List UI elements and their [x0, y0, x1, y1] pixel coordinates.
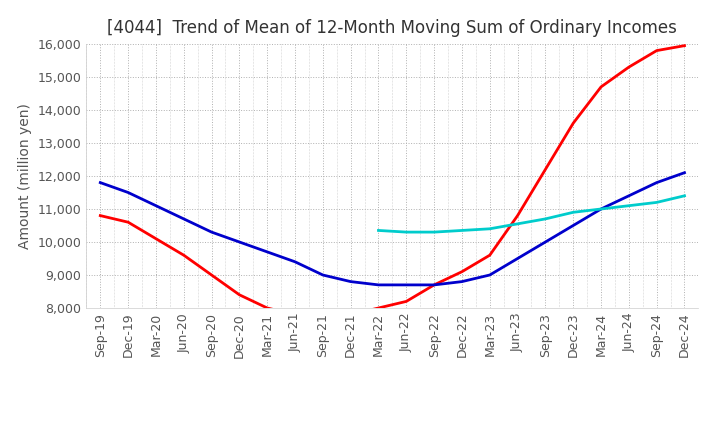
3 Years	[346, 312, 355, 317]
3 Years	[263, 305, 271, 311]
7 Years	[374, 228, 383, 233]
3 Years	[318, 315, 327, 320]
Line: 3 Years: 3 Years	[100, 46, 685, 318]
5 Years	[569, 223, 577, 228]
3 Years	[374, 305, 383, 311]
7 Years	[597, 206, 606, 212]
7 Years	[513, 221, 522, 227]
5 Years	[291, 259, 300, 264]
5 Years	[207, 230, 216, 235]
5 Years	[402, 282, 410, 288]
5 Years	[374, 282, 383, 288]
5 Years	[458, 279, 467, 284]
Line: 7 Years: 7 Years	[379, 196, 685, 232]
Y-axis label: Amount (million yen): Amount (million yen)	[18, 103, 32, 249]
3 Years	[458, 269, 467, 275]
7 Years	[624, 203, 633, 209]
3 Years	[652, 48, 661, 53]
5 Years	[624, 193, 633, 198]
5 Years	[485, 272, 494, 278]
3 Years	[96, 213, 104, 218]
3 Years	[291, 312, 300, 317]
5 Years	[513, 256, 522, 261]
5 Years	[152, 203, 161, 209]
Title: [4044]  Trend of Mean of 12-Month Moving Sum of Ordinary Incomes: [4044] Trend of Mean of 12-Month Moving …	[107, 19, 678, 37]
5 Years	[346, 279, 355, 284]
5 Years	[235, 239, 243, 245]
5 Years	[263, 249, 271, 254]
5 Years	[96, 180, 104, 185]
5 Years	[680, 170, 689, 175]
3 Years	[513, 213, 522, 218]
5 Years	[318, 272, 327, 278]
3 Years	[235, 292, 243, 297]
5 Years	[597, 206, 606, 212]
7 Years	[569, 209, 577, 215]
3 Years	[179, 253, 188, 258]
3 Years	[124, 220, 132, 225]
3 Years	[569, 121, 577, 126]
7 Years	[485, 226, 494, 231]
3 Years	[485, 253, 494, 258]
7 Years	[458, 228, 467, 233]
5 Years	[430, 282, 438, 288]
3 Years	[207, 272, 216, 278]
5 Years	[652, 180, 661, 185]
Line: 5 Years: 5 Years	[100, 172, 685, 285]
3 Years	[680, 43, 689, 48]
5 Years	[124, 190, 132, 195]
3 Years	[624, 64, 633, 70]
5 Years	[541, 239, 550, 245]
7 Years	[680, 193, 689, 198]
7 Years	[402, 230, 410, 235]
3 Years	[597, 84, 606, 89]
3 Years	[152, 236, 161, 241]
3 Years	[402, 299, 410, 304]
7 Years	[541, 216, 550, 221]
3 Years	[541, 167, 550, 172]
7 Years	[430, 230, 438, 235]
7 Years	[652, 200, 661, 205]
3 Years	[430, 282, 438, 288]
5 Years	[179, 216, 188, 221]
